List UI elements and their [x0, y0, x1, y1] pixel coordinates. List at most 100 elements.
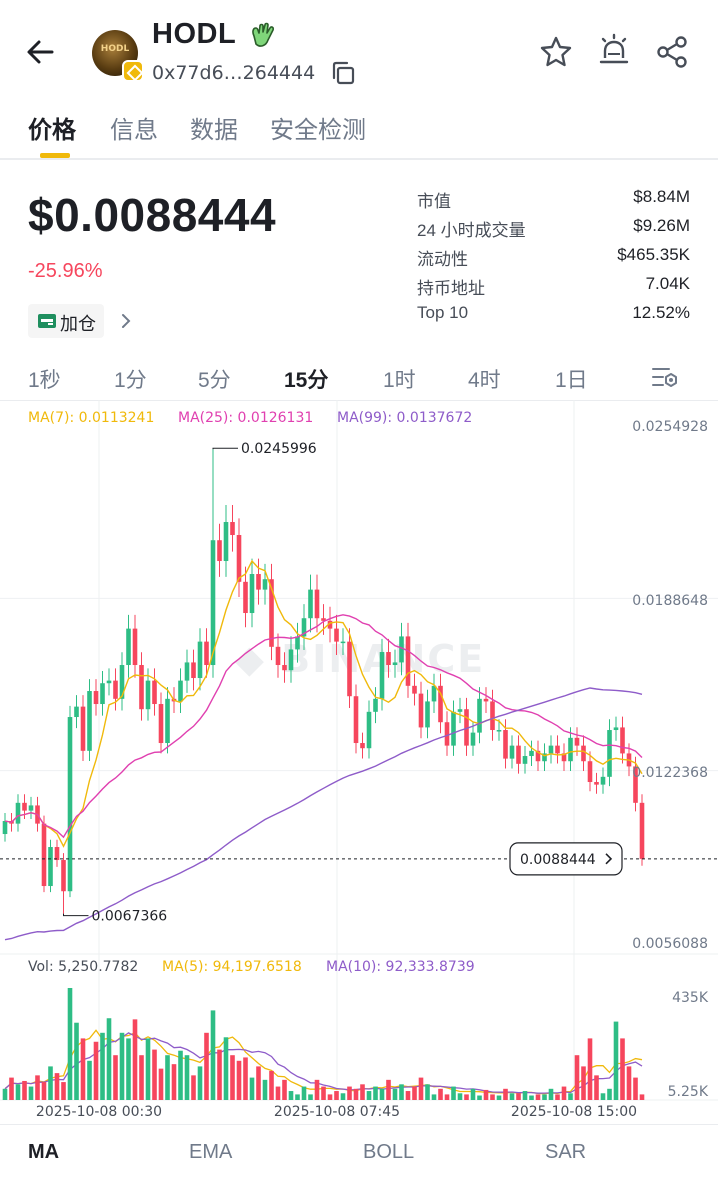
volume-bar-13 [87, 1060, 92, 1100]
candle-24 [158, 704, 164, 744]
volume-bar-79 [516, 1093, 521, 1100]
candle-54 [353, 696, 359, 744]
volume-bar-36 [236, 1060, 242, 1100]
volume-bar-78 [509, 1093, 515, 1100]
interval-1d[interactable]: 1日 [555, 369, 588, 392]
add-position-button[interactable]: 加仓 [28, 304, 104, 338]
indicator-sar[interactable]: SAR [545, 1141, 587, 1163]
avatar-logo-text: HODL [100, 44, 130, 54]
candle-19 [126, 628, 131, 666]
candle-29 [191, 662, 196, 679]
volume-bar-42 [275, 1086, 281, 1100]
current-price-tag-box [509, 842, 623, 876]
candle-36 [236, 535, 242, 582]
candle-8 [54, 847, 60, 861]
volume-bar-6 [41, 1082, 47, 1100]
favorite-star-icon[interactable] [538, 34, 574, 70]
volume-bar-18 [119, 1032, 125, 1100]
interval-1h[interactable]: 1时 [383, 369, 416, 392]
interval-1m[interactable]: 1分 [114, 369, 147, 392]
indicator-bar: MA EMA BOLL SAR [0, 1124, 718, 1200]
volume-bar-35 [230, 1055, 235, 1100]
volume-bar-45 [295, 1094, 300, 1100]
volume-bar-74 [483, 1089, 489, 1100]
volume-bar-77 [503, 1088, 508, 1100]
candle-90 [587, 761, 593, 783]
candle-12 [80, 706, 86, 751]
volume-bar-90 [587, 1038, 593, 1100]
candle-63 [412, 685, 417, 694]
volume-bar-85 [555, 1094, 560, 1100]
ma25-line [4, 614, 643, 839]
active-tab-indicator [40, 153, 70, 158]
token-avatar: HODL [92, 30, 138, 76]
tab-info[interactable]: 信息 [110, 117, 158, 144]
volume-bar-48 [314, 1079, 320, 1100]
tab-security-check[interactable]: 安全检测 [270, 117, 366, 144]
copy-icon[interactable] [330, 60, 356, 86]
indicator-ema[interactable]: EMA [189, 1141, 233, 1163]
volume-bar-2 [15, 1084, 21, 1100]
tab-data[interactable]: 数据 [190, 117, 238, 144]
candle-92 [600, 776, 606, 785]
price-alert-icon[interactable] [596, 32, 632, 68]
candle-7 [48, 847, 53, 887]
share-icon[interactable] [654, 34, 690, 70]
candle-44 [288, 649, 294, 671]
volume-bar-56 [366, 1091, 372, 1100]
volume-bar-58 [379, 1088, 385, 1100]
interval-15m[interactable]: 15分 [284, 369, 329, 392]
volume-tick-max: 435K [672, 990, 709, 1006]
candle-22 [145, 680, 151, 710]
volume-bar-0 [2, 1088, 8, 1100]
volume-bar-12 [80, 1038, 86, 1100]
chart-settings-icon[interactable] [650, 362, 680, 392]
candle-21 [139, 665, 144, 710]
candle-28 [184, 662, 190, 681]
candle-23 [152, 680, 157, 705]
indicator-boll[interactable]: BOLL [363, 1141, 415, 1163]
volume-bar-83 [542, 1094, 547, 1100]
volume-bar-31 [204, 1032, 209, 1100]
indicator-ma[interactable]: MA [28, 1141, 60, 1163]
volume-bar-7 [48, 1066, 53, 1100]
candlestick-chart[interactable]: ◆ BINANCE MA(7): 0.0113241 MA(25): 0.012… [0, 400, 718, 1124]
candle-50 [327, 620, 333, 629]
candle-80 [522, 756, 528, 764]
candle-94 [613, 727, 619, 731]
interval-4h[interactable]: 4时 [468, 369, 501, 392]
volume-bar-70 [457, 1093, 463, 1100]
candle-42 [275, 646, 281, 666]
current-price-tag[interactable]: 0.0088444 [509, 842, 623, 876]
chevron-right-icon[interactable] [116, 308, 136, 334]
stat-label-top10: Top 10 [417, 303, 469, 322]
candle-79 [516, 745, 521, 764]
candle-48 [314, 589, 320, 619]
x-tick-1: 2025-10-08 07:45 [274, 1104, 400, 1120]
candle-71 [464, 709, 469, 746]
add-position-label: 加仓 [60, 314, 96, 334]
volume-bar-61 [399, 1084, 404, 1100]
stat-label-market-cap: 市值 [417, 192, 451, 211]
volume-bar-37 [243, 1057, 248, 1100]
back-arrow-icon[interactable] [22, 34, 58, 70]
token-name: HODL [152, 18, 237, 50]
stat-label-liquidity: 流动性 [417, 250, 468, 269]
candle-33 [217, 540, 222, 562]
tab-price[interactable]: 价格 [28, 117, 76, 144]
interval-1s[interactable]: 1秒 [28, 369, 61, 392]
detail-tabs: 价格 信息 数据 安全检测 [0, 100, 718, 160]
ma99-line [4, 687, 643, 941]
volume-bar-82 [535, 1094, 541, 1100]
candle-0 [2, 821, 8, 835]
volume-bar-71 [464, 1094, 469, 1100]
current-price-chevron-icon [605, 853, 613, 865]
candle-53 [347, 641, 352, 697]
stat-value-top10: 12.52% [632, 303, 690, 322]
high-marker-line [212, 447, 238, 450]
interval-5m[interactable]: 5分 [198, 369, 231, 392]
candle-56 [366, 711, 372, 749]
candle-20 [132, 628, 138, 666]
volume-tick-min: 5.25K [668, 1084, 709, 1100]
volume-bar-96 [626, 1066, 632, 1100]
